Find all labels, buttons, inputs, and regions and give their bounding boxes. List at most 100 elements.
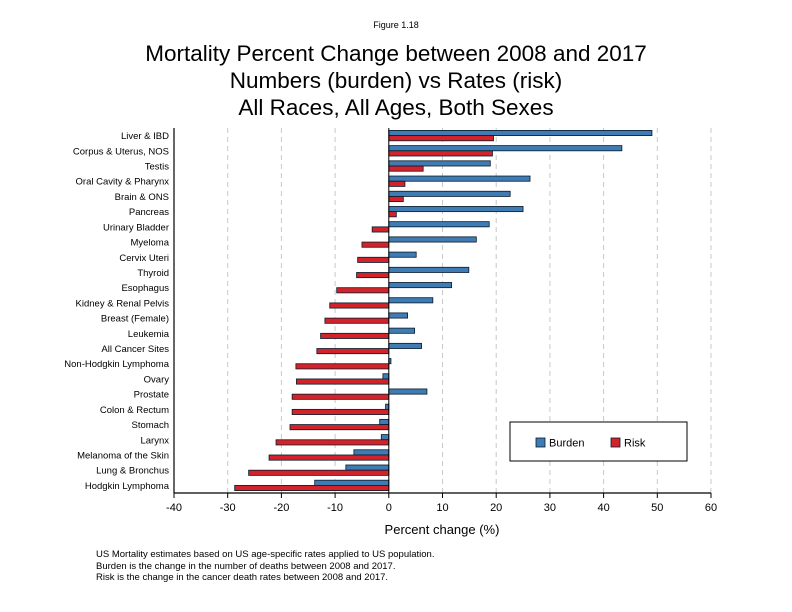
category-label: Esophagus [121, 283, 169, 294]
bar-risk [289, 424, 390, 431]
bar-risk [336, 287, 390, 294]
category-label: Lung & Bronchus [96, 466, 169, 477]
bar-burden [388, 327, 415, 334]
bar-burden [388, 251, 417, 258]
x-tick-label: -10 [327, 502, 343, 514]
x-tick-label: 50 [651, 502, 663, 514]
legend-label-risk: Risk [624, 438, 646, 450]
bar-burden [388, 221, 490, 228]
category-label: Melanoma of the Skin [77, 450, 169, 461]
bar-burden [379, 418, 390, 425]
bar-risk [324, 317, 390, 324]
x-tick-label: 40 [597, 502, 609, 514]
bar-burden [382, 373, 390, 380]
bar-risk [329, 302, 390, 309]
bar-risk [388, 135, 494, 142]
footnote-1: US Mortality estimates based on US age-s… [96, 549, 435, 560]
category-label: Testis [145, 162, 170, 173]
bar-burden [388, 130, 653, 137]
bar-risk [275, 439, 390, 446]
category-label: Corpus & Uterus, NOS [73, 146, 169, 157]
bar-burden [388, 206, 524, 213]
title-line-1: Mortality Percent Change between 2008 an… [145, 41, 647, 66]
category-label: Hodgkin Lymphoma [85, 481, 170, 492]
bar-burden [388, 297, 434, 304]
category-label: Thyroid [137, 268, 169, 279]
chart-title: Mortality Percent Change between 2008 an… [0, 40, 792, 121]
bar-burden [388, 342, 422, 349]
bar-burden [380, 434, 390, 441]
x-tick-label: 0 [386, 502, 392, 514]
bar-burden [388, 282, 453, 289]
bar-risk [357, 256, 390, 263]
footnote-2: Burden is the change in the number of de… [96, 560, 396, 572]
bar-risk [316, 348, 390, 355]
bar-risk [296, 378, 390, 385]
category-label: Pancreas [129, 207, 169, 218]
footnotes: US Mortality estimates based on US age-s… [96, 549, 434, 584]
x-tick-label: 20 [490, 502, 502, 514]
bar-risk [291, 408, 390, 415]
category-label: Cervix Uteri [119, 253, 169, 264]
category-label: Prostate [134, 390, 169, 401]
bar-risk [320, 332, 390, 339]
title-line-3: All Races, All Ages, Both Sexes [238, 95, 554, 120]
bar-risk [388, 211, 397, 218]
category-label: Breast (Female) [101, 314, 169, 325]
category-label: Kidney & Renal Pelvis [76, 298, 170, 309]
bar-risk [234, 484, 390, 491]
footnote-3: Risk is the change in the cancer death r… [96, 572, 389, 583]
gridlines [227, 128, 712, 493]
x-tick-labels: -40 -30 -20 -10 0 10 20 30 40 50 60 [166, 502, 717, 514]
x-tick-label: -30 [220, 502, 236, 514]
bar-risk [371, 226, 390, 233]
category-label: Non-Hodgkin Lymphoma [64, 359, 169, 370]
bar-risk [356, 272, 390, 279]
bar-burden [388, 145, 623, 152]
category-label: Colon & Rectum [100, 405, 169, 416]
legend-label-burden: Burden [549, 438, 584, 450]
bar-burden [388, 236, 477, 243]
bar-risk [388, 150, 493, 157]
bar-risk [388, 180, 406, 187]
category-label: Liver & IBD [121, 131, 169, 142]
bar-burden [388, 175, 531, 182]
bar-burden [353, 449, 390, 456]
bar-risk [295, 363, 390, 370]
bar-burden [388, 388, 428, 395]
category-label: Myeloma [130, 238, 169, 249]
category-label: Urinary Bladder [103, 222, 169, 233]
bar-risk [388, 196, 404, 203]
bar-burden [388, 190, 511, 197]
title-line-2: Numbers (burden) vs Rates (risk) [229, 68, 563, 93]
category-label: Brain & ONS [115, 192, 169, 203]
legend-swatch-risk [610, 437, 621, 448]
x-tick-label: -40 [166, 502, 182, 514]
category-label: Leukemia [128, 329, 170, 340]
category-label: Ovary [144, 374, 170, 385]
category-labels: Liver & IBD Corpus & Uterus, NOS Testis Ora… [64, 131, 169, 492]
x-axis-title: Percent change (%) [385, 522, 500, 537]
category-label: Stomach [132, 420, 170, 431]
legend-swatch-burden [535, 437, 546, 448]
legend: Burden Risk [509, 421, 688, 462]
category-label: All Cancer Sites [101, 344, 169, 355]
x-tick-label: 30 [544, 502, 556, 514]
bar-burden [314, 479, 390, 486]
bar-burden [388, 266, 470, 273]
category-label: Larynx [140, 435, 169, 446]
x-tick-label: -20 [273, 502, 289, 514]
figure-label: Figure 1.18 [373, 20, 419, 30]
axes [173, 128, 712, 498]
x-tick-label: 60 [705, 502, 717, 514]
bar-burden [388, 160, 491, 167]
bar-risk [268, 454, 390, 461]
category-label: Oral Cavity & Pharynx [76, 177, 170, 188]
x-tick-label: 10 [436, 502, 448, 514]
bar-risk [248, 469, 390, 476]
bar-risk [291, 393, 390, 400]
bar-risk [388, 165, 424, 172]
bar-burden [388, 312, 408, 319]
bar-burden [345, 464, 390, 471]
